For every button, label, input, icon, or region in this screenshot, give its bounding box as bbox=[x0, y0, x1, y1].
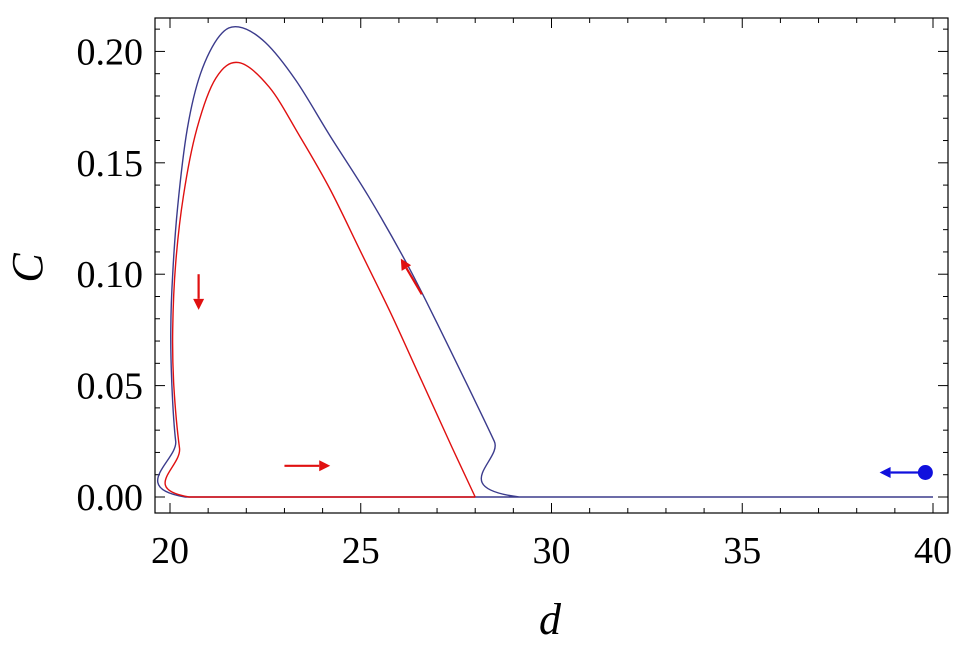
direction-arrow-head bbox=[193, 298, 205, 310]
x-tick-label: 30 bbox=[533, 530, 571, 572]
x-axis-title: d bbox=[539, 595, 562, 644]
direction-arrow-head bbox=[319, 460, 331, 472]
y-tick-label: 0.05 bbox=[77, 366, 144, 408]
x-tick-label: 20 bbox=[151, 530, 189, 572]
tick-labels-layer: 20 25 30 35 40 0.00 0.05 0.10 0.15 0.20 bbox=[77, 31, 953, 572]
series-line-2 bbox=[164, 61, 476, 498]
x-tick-label: 35 bbox=[723, 530, 761, 572]
annotation-layer bbox=[193, 258, 933, 480]
y-axis-title: C bbox=[3, 253, 52, 283]
y-tick-label: 0.15 bbox=[77, 143, 144, 185]
x-tick-label: 25 bbox=[342, 530, 380, 572]
y-tick-label: 0.20 bbox=[77, 31, 144, 73]
start-point-dot bbox=[917, 464, 933, 480]
direction-arrow-head bbox=[400, 258, 412, 271]
series-line-1 bbox=[157, 25, 933, 498]
y-tick-label: 0.00 bbox=[77, 477, 144, 519]
series-layer bbox=[157, 25, 933, 498]
direction-arrow-head bbox=[879, 466, 891, 478]
y-tick-label: 0.10 bbox=[77, 254, 144, 296]
direction-arrow-shaft bbox=[405, 267, 423, 295]
x-tick-label: 40 bbox=[914, 530, 952, 572]
ticks-layer bbox=[155, 18, 948, 513]
